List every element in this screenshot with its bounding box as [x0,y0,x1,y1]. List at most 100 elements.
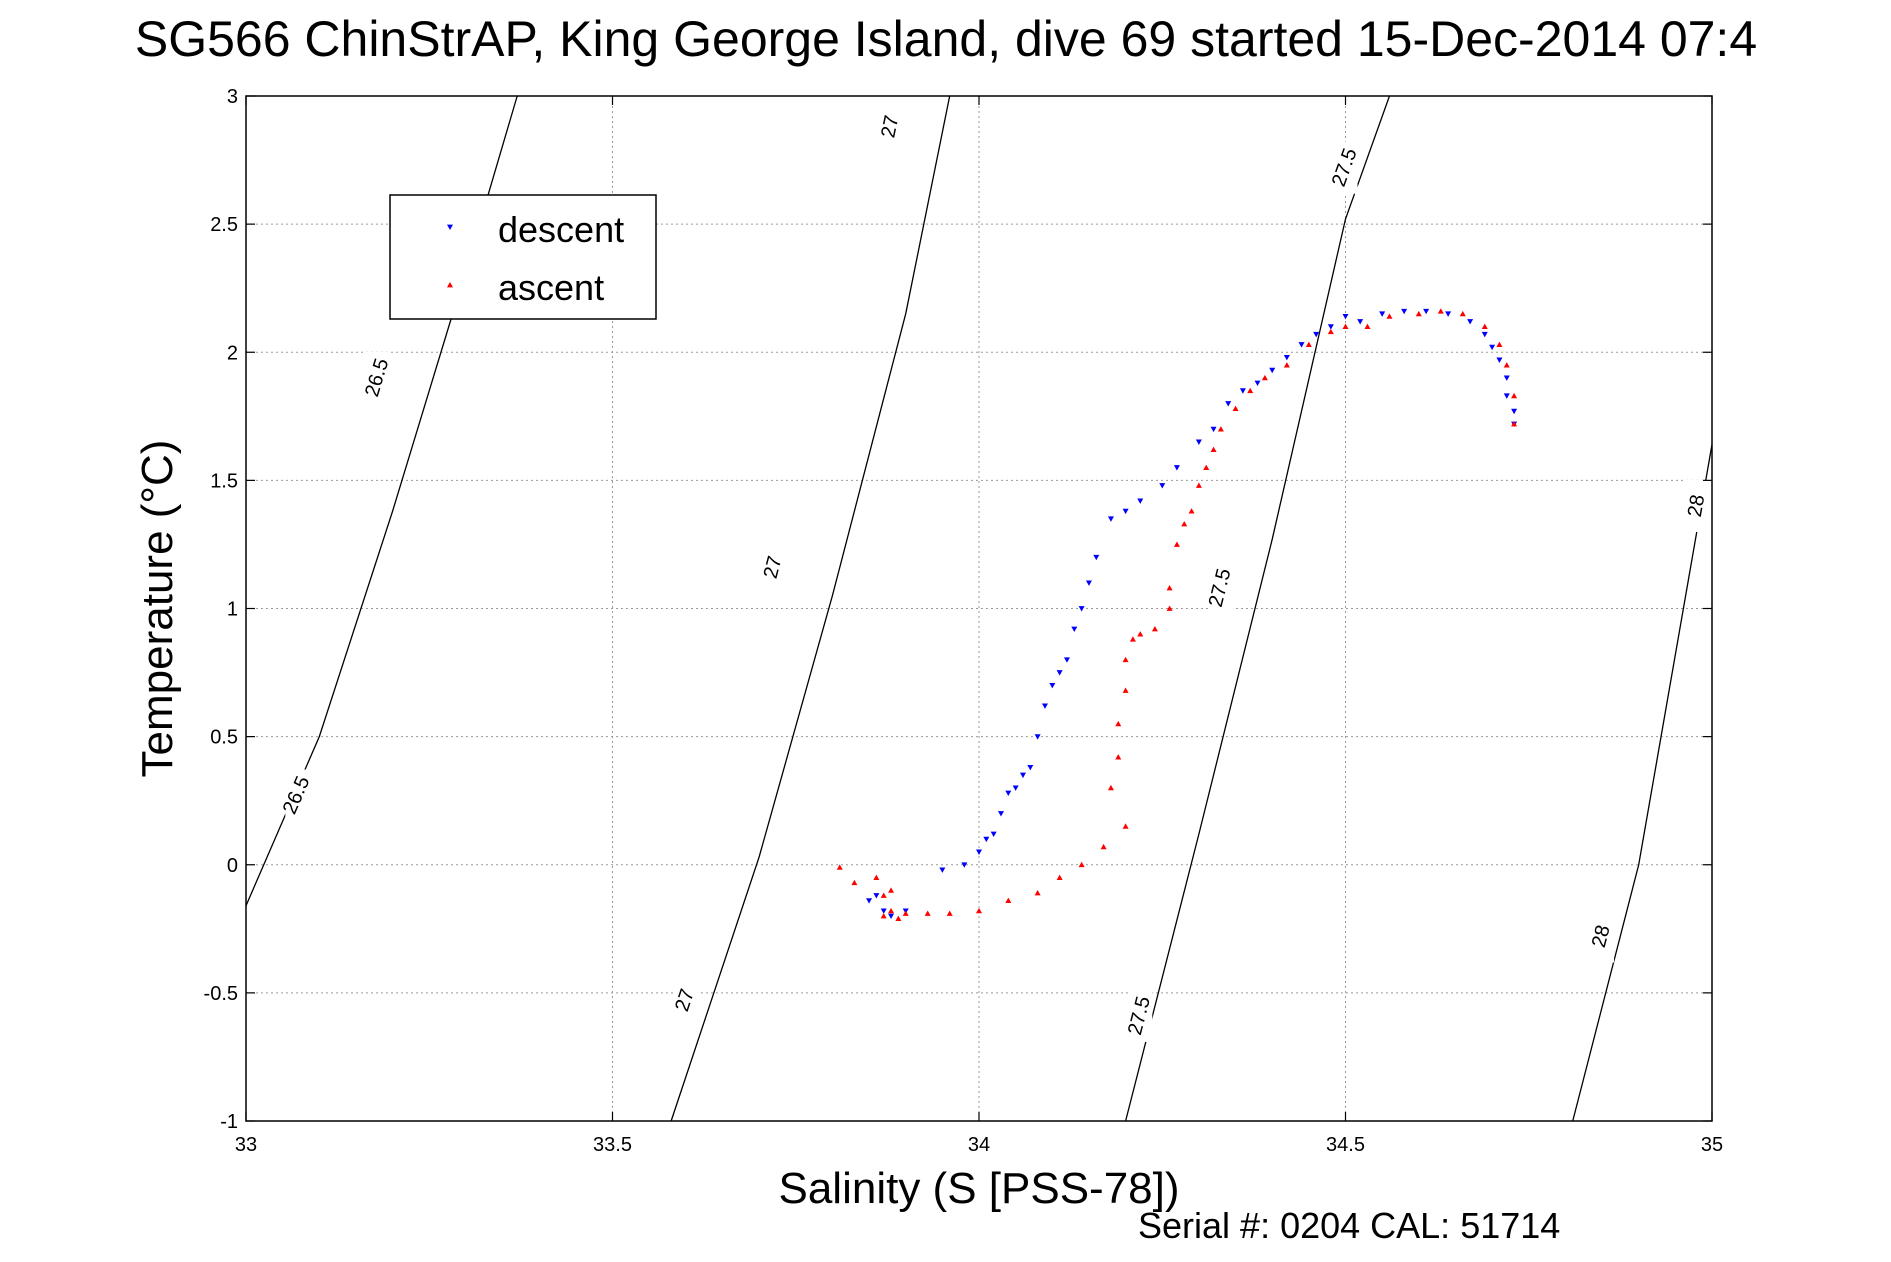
descent-point [1049,682,1056,689]
isopycnal-label-gap [1685,480,1710,532]
ascent-point [1056,874,1063,880]
descent-point [1269,367,1276,374]
ascent-point [1188,508,1195,514]
ascent-point [1210,446,1217,453]
descent-point [1379,311,1386,317]
ascent-point [902,910,909,916]
ascent-point [1005,897,1012,904]
descent-point [1225,401,1232,407]
x-axis-label: Salinity (S [PSS-78]) [778,1164,1179,1213]
ascent-point [1129,636,1136,642]
ascent-point [1481,323,1488,330]
ascent-point [1342,323,1349,330]
x-tick-label: 33 [235,1134,257,1156]
descent-point [997,811,1004,817]
y-tick-label: 0.5 [210,727,238,749]
ascent-point [1137,631,1144,637]
descent-point [1239,388,1246,394]
ascent-point [1496,341,1503,347]
isopycnal-label-gap [761,541,786,594]
ascent-point [1122,656,1129,663]
isopycnal-label: 27 [877,114,903,140]
legend-box [389,194,657,320]
isopycnal-label-gap [673,974,698,1027]
ascent-point [946,910,953,916]
series-descent [866,308,1518,919]
ascent-point [1078,861,1085,868]
descent-point [1357,319,1364,325]
descent-point [880,908,887,914]
descent-point [1005,790,1012,796]
descent-point [1078,606,1085,612]
y-tick-label: 2.5 [210,214,238,236]
ascent-point [1166,605,1173,611]
descent-point [976,849,982,855]
isopycnal-label-gap [1128,989,1153,1042]
descent-point [1511,408,1518,415]
ascent-point [1459,310,1466,317]
descent-point [866,898,873,904]
x-tick-label: 33.5 [593,1134,632,1156]
ascent-point [1327,328,1334,335]
descent-point [1401,308,1408,315]
isopycnal-label-gap [1590,910,1615,963]
descent-point [1423,308,1430,315]
isopycnal-label-gap [1208,562,1233,614]
descent-point [1071,626,1078,632]
ascent-point [1415,310,1422,317]
descent-point [1503,393,1510,399]
ascent-point [1283,362,1290,368]
ascent-point [1115,720,1122,727]
isopycnal-label: 27 [760,554,787,581]
isopycnal-label-gap [879,100,904,153]
ascent-point [1203,464,1210,470]
ascent-point [873,874,880,880]
isopycnal-label-gap [365,351,390,404]
descent-point [1327,324,1334,330]
descent-point [1041,703,1048,709]
ascent-point [1247,387,1254,394]
ascent-point [880,913,887,919]
y-tick-label: 2 [227,342,238,364]
descent-point [873,893,880,899]
descent-point [1034,734,1041,740]
descent-point [1063,657,1070,663]
descent-point [1012,785,1019,791]
ascent-point [1232,405,1239,412]
data-series [836,308,1518,921]
ascent-point [924,910,931,916]
descent-point [983,836,990,843]
y-tick-label: 1 [227,599,238,621]
legend-label-ascent: ascent [498,267,604,308]
y-tick-label: -0.5 [204,983,238,1005]
descent-point [1481,331,1488,338]
descent-point [1195,439,1202,445]
y-axis-label: Temperature (°C) [133,440,182,778]
ascent-point [880,892,887,898]
descent-point [1093,554,1100,561]
descent-point [1085,580,1092,586]
x-tick-label: 34 [968,1134,990,1156]
descent-point [1254,380,1261,386]
y-tick-label: 1.5 [210,470,238,492]
descent-point [1313,331,1320,338]
ascent-point [888,907,895,914]
descent-point [1027,764,1034,771]
descent-point [1283,354,1290,361]
y-tick-label: -1 [220,1111,238,1133]
y-tick-label: 3 [227,86,238,108]
ascent-point [1386,313,1393,319]
ascent-point [1305,341,1312,347]
ascent-point [1122,687,1129,693]
ascent-point [1115,754,1122,760]
descent-point [1159,483,1166,489]
ascent-point [1511,392,1518,399]
isopycnal-label: 28 [1684,493,1709,519]
descent-point [939,867,946,873]
series-ascent [836,308,1518,921]
descent-point [1503,375,1510,381]
isopycnal-line [1124,95,1391,1122]
legend: descent ascent [389,194,657,320]
descent-point [1467,319,1474,325]
